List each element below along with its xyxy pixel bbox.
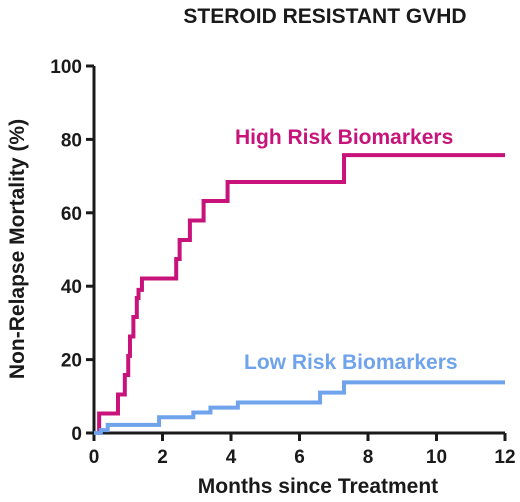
x-tick-label: 6	[294, 447, 305, 468]
y-ticks: 0 20 40 60 80 100	[50, 57, 94, 445]
x-tick-label: 10	[426, 447, 447, 468]
x-tick-label: 8	[363, 447, 374, 468]
y-axis-label: Non-Relapse Mortality (%)	[6, 119, 29, 379]
series-line-low-risk	[94, 380, 505, 435]
y-tick-label: 80	[61, 130, 82, 151]
series-lines	[94, 153, 505, 435]
x-tick-label: 12	[494, 447, 515, 468]
series-line-high-risk	[94, 153, 505, 435]
y-tick-label: 20	[61, 351, 82, 372]
x-tick-label: 4	[226, 447, 237, 468]
x-axis-label: Months since Treatment	[198, 475, 438, 498]
x-tick-label: 0	[89, 447, 100, 468]
chart-title: STEROID RESISTANT GVHD	[183, 5, 466, 28]
series-label-high-risk: High Risk Biomarkers	[235, 126, 453, 149]
x-ticks: 0 2 4 6 8 10 12	[89, 433, 516, 468]
series-label-low-risk: Low Risk Biomarkers	[244, 351, 458, 374]
y-tick-label: 60	[61, 204, 82, 225]
y-tick-label: 40	[61, 277, 82, 298]
x-tick-label: 2	[157, 447, 168, 468]
y-tick-label: 0	[71, 424, 82, 445]
y-tick-label: 100	[50, 57, 82, 78]
